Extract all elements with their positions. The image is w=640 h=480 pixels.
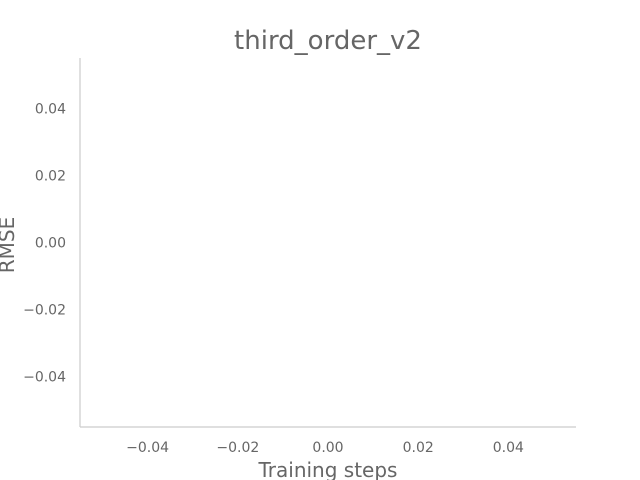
x-tick-label: 0.00	[312, 440, 343, 456]
x-tick-label: 0.04	[493, 440, 524, 456]
y-tick-label: −0.04	[23, 370, 66, 386]
x-tick-label: −0.02	[216, 440, 259, 456]
y-ticks: −0.04 −0.02 0.00 0.02 0.04	[23, 101, 66, 385]
y-tick-label: 0.02	[35, 168, 66, 184]
y-tick-label: −0.02	[23, 303, 66, 319]
y-tick-label: 0.04	[35, 101, 66, 117]
y-tick-label: 0.00	[35, 236, 66, 252]
x-ticks: −0.04 −0.02 0.00 0.02 0.04	[126, 440, 524, 456]
x-axis-label: Training steps	[258, 458, 398, 480]
x-tick-label: −0.04	[126, 440, 169, 456]
x-tick-label: 0.02	[403, 440, 434, 456]
y-axis-label: RMSE	[0, 217, 19, 273]
chart-title: third_order_v2	[234, 26, 422, 56]
